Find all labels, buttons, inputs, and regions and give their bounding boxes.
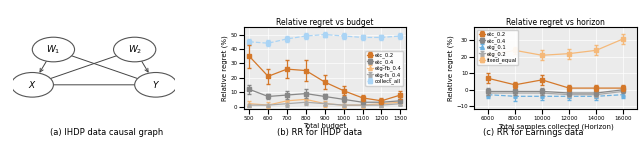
Text: (b) RR for IHDP data: (b) RR for IHDP data — [277, 128, 363, 137]
X-axis label: Total budget: Total budget — [303, 123, 346, 130]
Text: $Y$: $Y$ — [152, 79, 160, 90]
Title: Relative regret vs budget: Relative regret vs budget — [276, 18, 374, 27]
Ellipse shape — [134, 73, 177, 97]
Y-axis label: Relative regret (%): Relative regret (%) — [221, 36, 228, 101]
Legend: etc_0.2, etc_0.4, etg-fb_0.4, etg-fs_0.4, collect_all: etc_0.2, etc_0.4, etg-fb_0.4, etg-fs_0.4… — [365, 51, 403, 86]
Text: (c) RR for Earnings data: (c) RR for Earnings data — [483, 128, 584, 137]
Text: (a) IHDP data causal graph: (a) IHDP data causal graph — [50, 128, 163, 137]
Legend: etc_0.2, etc_0.4, etg_0.1, etg_0.2, fixed_equal: etc_0.2, etc_0.4, etg_0.1, etg_0.2, fixe… — [477, 30, 518, 65]
Title: Relative regret vs horizon: Relative regret vs horizon — [506, 18, 605, 27]
Y-axis label: Relative regret (%): Relative regret (%) — [447, 36, 454, 101]
X-axis label: Total samples collected (Horizon): Total samples collected (Horizon) — [498, 123, 613, 130]
Ellipse shape — [32, 37, 74, 62]
Text: $W_2$: $W_2$ — [127, 43, 142, 56]
Text: $W_1$: $W_1$ — [46, 43, 61, 56]
Ellipse shape — [113, 37, 156, 62]
Ellipse shape — [11, 73, 53, 97]
Text: $X$: $X$ — [28, 79, 36, 90]
